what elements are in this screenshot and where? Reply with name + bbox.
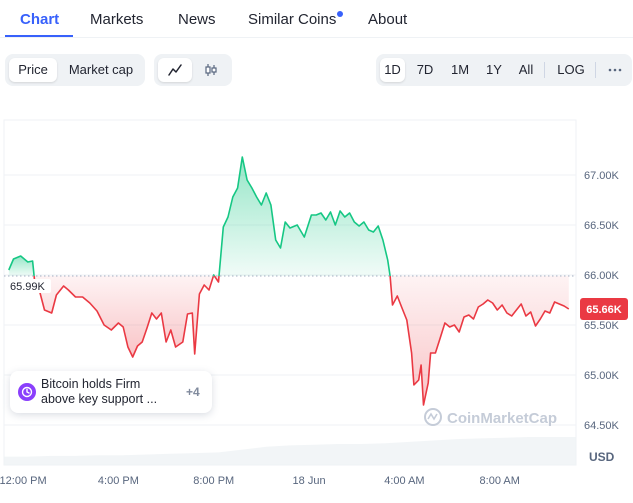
reference-price: 65.99K: [4, 275, 576, 293]
tab-chart[interactable]: Chart: [20, 11, 60, 28]
market-cap-toggle-button[interactable]: Market cap: [68, 62, 134, 77]
x-axis: 12:00 PM 4:00 PM 8:00 PM 18 Jun 4:00 AM 8:00 …: [0, 475, 520, 487]
price-line-up: [8, 255, 35, 277]
x-tick-label: 8:00 PM: [193, 475, 234, 487]
y-tick-label: 67.00K: [584, 170, 620, 182]
price-line-down: [213, 275, 220, 283]
more-horizontal-icon: [608, 68, 622, 72]
x-tick-label: 4:00 PM: [98, 475, 139, 487]
range-7d-button[interactable]: 7D: [416, 62, 434, 77]
x-tick-label: 12:00 PM: [0, 475, 47, 487]
price-line-up: [212, 274, 216, 277]
news-headline-line2: above key support ...: [41, 392, 158, 406]
y-tick-label: 66.50K: [584, 220, 620, 232]
price-toggle-button[interactable]: Price: [9, 58, 57, 82]
price-chart[interactable]: CoinMarketCap 65.99K 67.00K66.50K66.00K6…: [0, 110, 633, 490]
line-chart-button[interactable]: [158, 58, 192, 82]
more-options-button[interactable]: [602, 58, 628, 82]
time-range-toggle: 1D 7D 1M 1Y All LOG: [376, 54, 632, 86]
tab-bar: Chart Markets News Similar Coins About: [0, 0, 633, 38]
area-below-reference: [390, 276, 569, 405]
x-tick-label: 4:00 AM: [384, 475, 424, 487]
active-tab-indicator: [5, 35, 73, 37]
candlestick-chart-button[interactable]: [194, 58, 228, 82]
range-1y-button[interactable]: 1Y: [486, 62, 502, 77]
x-tick-label: 18 Jun: [293, 475, 326, 487]
coinmarketcap-watermark: CoinMarketCap: [424, 408, 557, 427]
more-divider: [595, 62, 596, 78]
tab-similar-coins[interactable]: Similar Coins: [248, 11, 337, 28]
x-tick-label: 8:00 AM: [480, 475, 520, 487]
volume-area-shape: [4, 437, 576, 465]
y-tick-label: 65.50K: [584, 320, 620, 332]
candlestick-icon: [205, 64, 217, 76]
area-above-reference: [219, 157, 391, 276]
range-all-button[interactable]: All: [518, 62, 534, 77]
reference-label-background: [7, 279, 51, 293]
price-line-down: [389, 275, 570, 406]
view-toggle: Price Market cap: [5, 54, 145, 86]
tab-markets[interactable]: Markets: [90, 11, 144, 28]
area-above-reference: [8, 256, 35, 276]
log-scale-button[interactable]: LOG: [557, 62, 585, 77]
tab-about[interactable]: About: [368, 11, 408, 28]
y-tick-label: 66.00K: [584, 270, 620, 282]
current-price-badge: [580, 298, 628, 320]
tab-news[interactable]: News: [178, 11, 216, 28]
current-price: 65.66K: [580, 298, 628, 320]
currency-unit-label: USD: [589, 450, 615, 464]
news-icon: [18, 383, 36, 401]
watermark-text: CoinMarketCap: [447, 410, 557, 427]
range-1d-button[interactable]: 1D: [380, 58, 405, 82]
current-price-label: 65.66K: [586, 304, 622, 316]
news-headline: Bitcoin holds Firm above key support ...: [41, 377, 177, 407]
price-line-down: [33, 275, 215, 358]
volume-area: [4, 437, 576, 465]
news-headline-line1: Bitcoin holds Firm: [41, 377, 141, 391]
y-axis: 67.00K 66.50K 66.00K 65.50K 65.00K 64.50K: [584, 170, 620, 432]
new-indicator-dot: [337, 11, 343, 17]
price-area: [8, 157, 569, 405]
reference-price-label: 65.99K: [10, 281, 46, 293]
y-tick-label: 65.00K: [584, 370, 620, 382]
y-tick-label: 64.50K: [584, 420, 620, 432]
news-card[interactable]: Bitcoin holds Firm above key support ...…: [10, 371, 212, 413]
range-1m-button[interactable]: 1M: [450, 62, 470, 77]
line-chart-icon: [168, 64, 182, 76]
price-line: [8, 156, 570, 406]
chart-type-toggle: [154, 54, 232, 86]
news-more-count: +4: [186, 385, 200, 399]
range-divider: [544, 62, 545, 78]
price-line-up: [218, 156, 391, 277]
